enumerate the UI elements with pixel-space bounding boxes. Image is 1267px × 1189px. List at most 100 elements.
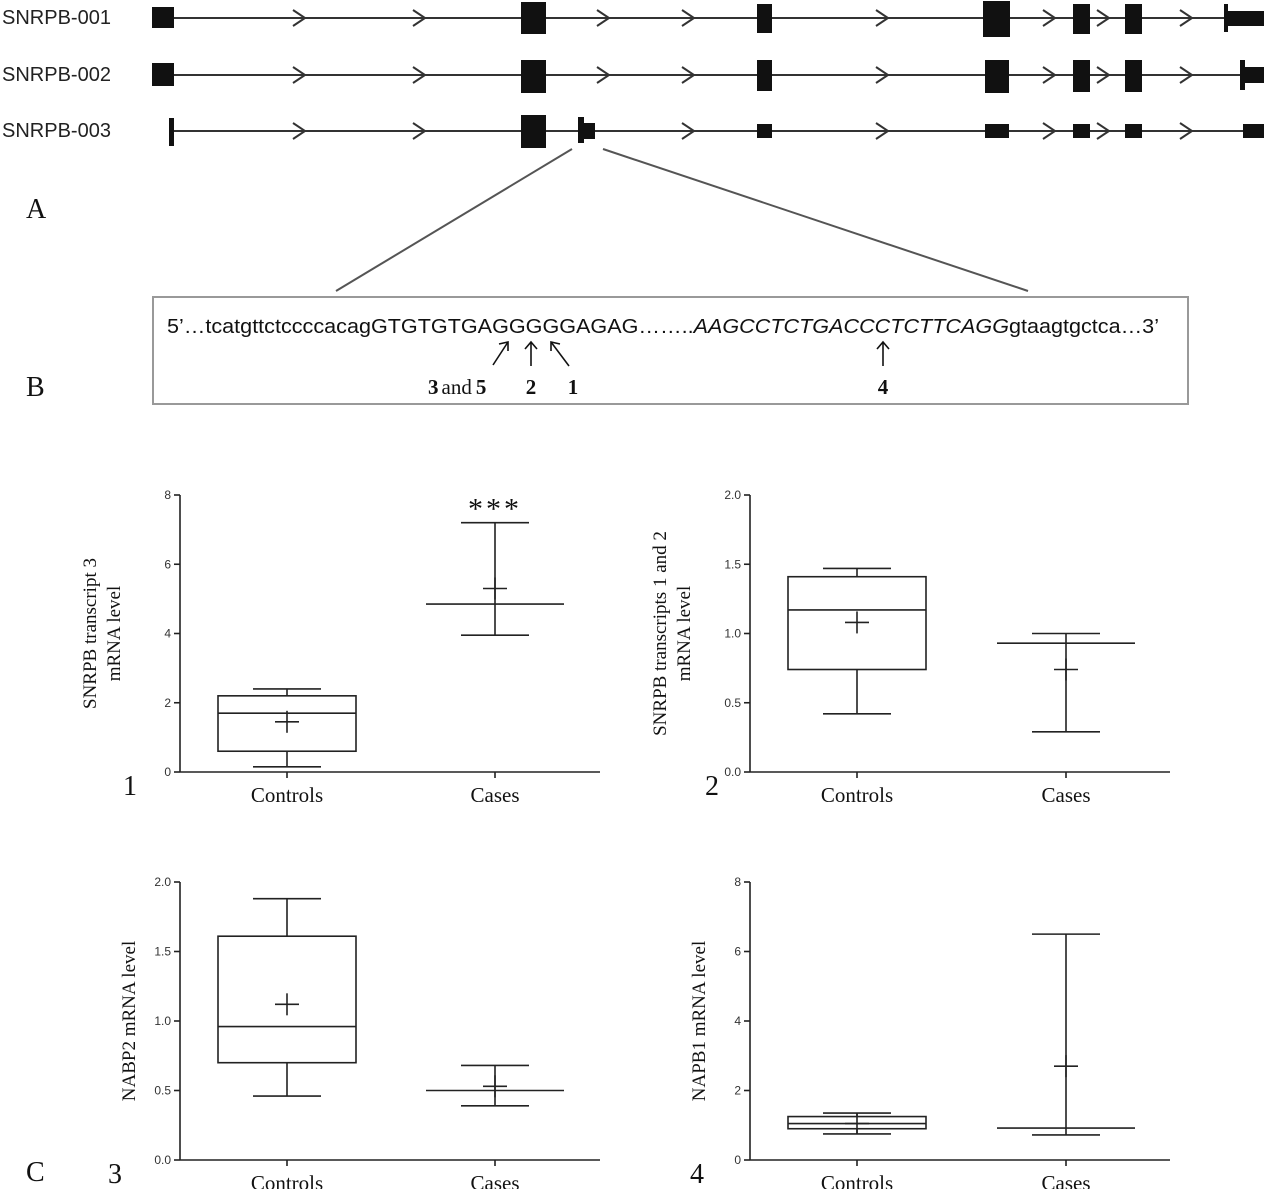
exon — [169, 118, 174, 146]
chart-panel-number: 3 — [108, 1159, 122, 1189]
arrow-3-and-5 — [492, 341, 509, 366]
box-plot-chart: 0.0 0.5 1.0 1.5 2.0 Controls Cases NABP2 mRNA l… — [108, 875, 600, 1189]
mutation-arrows — [492, 340, 890, 367]
exon — [521, 60, 546, 93]
y-tick-label: 1.5 — [154, 945, 171, 959]
box-series-item — [426, 1064, 564, 1107]
x-category-label: Cases — [1042, 783, 1091, 807]
exon — [1073, 60, 1090, 92]
iqr-box — [217, 935, 357, 1064]
y-axis-label: NAPB1 mRNA level — [689, 941, 710, 1101]
chart-panel-number: 4 — [690, 1159, 704, 1189]
y-tick-label: 0.0 — [154, 1153, 171, 1167]
y-tick-label: 0.5 — [724, 696, 741, 710]
exon — [152, 63, 174, 86]
y-tick-label: 8 — [164, 488, 171, 502]
transcript-label: SNRPB-001 — [2, 7, 111, 29]
y-tick-label: 2.0 — [724, 488, 741, 502]
box-plot-chart: 0.0 0.5 1.0 1.5 2.0 Controls Cases SNRPB transc… — [650, 488, 1170, 807]
exon — [1073, 124, 1090, 138]
y-tick-label: 0.0 — [724, 765, 741, 779]
transcript-row: SNRPB-003 — [2, 115, 1264, 148]
y-tick-label: 0 — [734, 1153, 741, 1167]
exon — [582, 123, 595, 139]
sequence-prefix: 5’…tcatgttctccccacagGTGTGTGAGGGGGAGAG…….… — [167, 316, 694, 338]
arrow-label-1: 1 — [568, 375, 579, 399]
exon — [521, 2, 546, 34]
y-tick-label: 4 — [164, 627, 171, 641]
y-axis-label: NABP2 mRNA level — [119, 941, 140, 1101]
y-axis-label: SNRPB transcripts 1 and 2 — [650, 531, 671, 736]
y-axis-label: SNRPB transcript 3 — [80, 558, 101, 709]
sequence-italic: AAGCCTCTGACCCTCTTCAGG — [693, 316, 1009, 338]
transcript-label: SNRPB-003 — [2, 120, 111, 142]
exon — [983, 1, 1010, 37]
y-axis-label: mRNA level — [104, 586, 125, 682]
box-plot-chart: 0 2 4 6 8 Controls Cases NAPB1 mRNA level 4 — [689, 875, 1170, 1189]
iqr-box — [217, 695, 357, 753]
box-plot-chart: 0 2 4 6 8 Controls Cases SNRPB transcript 3 mRNA… — [80, 488, 600, 807]
y-tick-label: 2 — [734, 1084, 741, 1098]
chart-panel-number: 2 — [705, 771, 719, 802]
y-tick-label: 1.0 — [154, 1014, 171, 1028]
x-category-label: Controls — [251, 783, 323, 807]
y-tick-label: 0.5 — [154, 1084, 171, 1098]
exon — [985, 124, 1009, 138]
exon — [1073, 4, 1090, 34]
y-tick-label: 6 — [164, 557, 171, 571]
exon — [1240, 60, 1245, 90]
exon — [1125, 60, 1142, 92]
y-tick-label: 0 — [164, 765, 171, 779]
iqr-box — [787, 575, 927, 671]
exon — [1243, 67, 1264, 83]
box-series-item — [217, 897, 357, 1097]
y-tick-label: 8 — [734, 875, 741, 889]
panel-letter-c: C — [26, 1157, 45, 1188]
exon — [1226, 11, 1264, 26]
x-category-label: Controls — [821, 1171, 893, 1189]
y-tick-label: 1.5 — [724, 557, 741, 571]
arrow-label-2: 2 — [526, 375, 537, 399]
exon — [757, 4, 772, 33]
y-tick-label: 2.0 — [154, 875, 171, 889]
exon — [521, 115, 546, 148]
direction-arrows — [292, 122, 1194, 140]
sequence-text: 5’…tcatgttctccccacagGTGTGTGAGGGGGAGAG…….… — [167, 316, 1159, 338]
gene-structure-panel: SNRPB-001 SNRPB-002 — [2, 1, 1264, 292]
y-tick-label: 6 — [734, 945, 741, 959]
box-series-item — [997, 632, 1135, 733]
direction-arrows — [292, 9, 1194, 27]
exon — [757, 60, 772, 91]
transcript-row: SNRPB-002 — [2, 60, 1264, 93]
box-series-item — [426, 521, 564, 637]
exon — [1125, 124, 1142, 138]
x-category-label: Cases — [471, 1171, 520, 1189]
x-category-label: Cases — [1042, 1171, 1091, 1189]
exon — [152, 7, 174, 28]
transcript-row: SNRPB-001 — [2, 1, 1264, 37]
zoom-line-right — [602, 148, 1029, 292]
arrow-label-3-and-5: 3 and 5 — [428, 375, 486, 399]
box-series-item — [217, 688, 357, 768]
y-tick-label: 2 — [164, 696, 171, 710]
exon — [578, 117, 584, 143]
zoom-line-left — [335, 148, 573, 292]
significance-annotation: *** — [468, 493, 522, 526]
y-axis-label: mRNA level — [674, 586, 695, 682]
y-tick-label: 1.0 — [724, 627, 741, 641]
x-category-label: Cases — [471, 783, 520, 807]
exon — [1125, 4, 1142, 34]
panel-letter-a: A — [26, 194, 47, 225]
chart-panel-number: 1 — [123, 771, 137, 802]
x-category-label: Controls — [251, 1171, 323, 1189]
box-series-item — [787, 567, 927, 715]
box-series-item — [997, 933, 1135, 1136]
arrow-label-4: 4 — [878, 375, 889, 399]
exon — [1243, 124, 1264, 138]
y-tick-label: 4 — [734, 1014, 741, 1028]
arrow-1 — [550, 341, 570, 367]
exon — [985, 60, 1009, 93]
box-series-item — [787, 1112, 927, 1135]
